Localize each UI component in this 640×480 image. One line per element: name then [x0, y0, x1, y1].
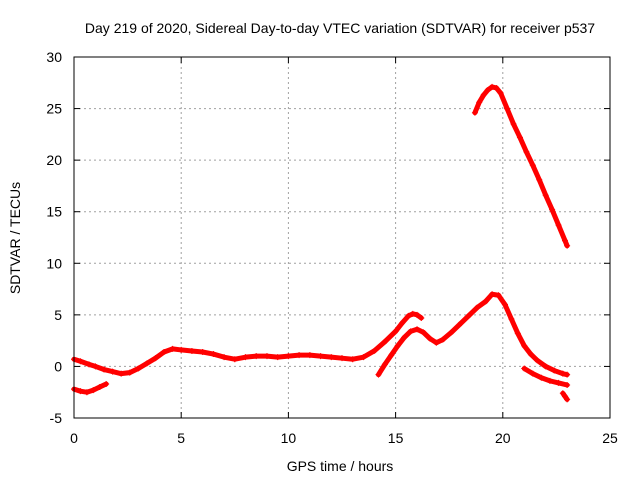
chart-title: Day 219 of 2020, Sidereal Day-to-day VTE…	[85, 20, 595, 36]
data-point-band	[556, 222, 568, 244]
data-point-band	[508, 316, 521, 336]
series-track-d	[521, 365, 571, 388]
x-tick-label: 5	[177, 430, 185, 446]
y-tick-label: 20	[46, 152, 62, 168]
x-tick-label: 10	[281, 430, 297, 446]
data-point-band	[517, 134, 529, 155]
x-tick-label: 15	[388, 430, 404, 446]
y-tick-label: -5	[50, 410, 63, 426]
data-point-band	[502, 302, 514, 322]
data-point-band	[536, 177, 549, 198]
data-point-band	[498, 90, 510, 112]
y-tick-label: 10	[46, 255, 62, 271]
data-point-band	[543, 192, 555, 213]
tick-labels: 0 5 10 15 20 25 -5 0 5 10 15 20 25 30	[46, 49, 618, 446]
series-track-c	[71, 380, 110, 396]
data-point	[418, 314, 425, 321]
y-tick-label: 15	[46, 204, 62, 220]
data-point	[564, 381, 571, 388]
data-point	[103, 380, 110, 387]
series-track-f	[471, 83, 571, 249]
data-point-band	[97, 381, 109, 390]
data-points	[71, 83, 571, 403]
series-track-b	[375, 291, 571, 378]
data-point	[564, 371, 571, 378]
grid	[74, 57, 610, 418]
data-point	[564, 242, 571, 249]
y-axis-label: SDTVAR / TECUs	[7, 182, 23, 294]
data-point-band	[414, 312, 424, 321]
x-tick-label: 25	[602, 430, 618, 446]
x-tick-label: 20	[495, 430, 511, 446]
series-track-e	[559, 390, 571, 403]
x-axis-label: GPS time / hours	[287, 458, 394, 474]
y-tick-label: 30	[46, 49, 62, 65]
y-tick-label: 25	[46, 101, 62, 117]
series-track-a	[71, 310, 425, 377]
data-point-band	[549, 207, 562, 228]
y-tick-label: 5	[54, 307, 62, 323]
data-point	[564, 396, 571, 403]
axis-ticks	[73, 56, 611, 419]
y-tick-label: 0	[54, 358, 62, 374]
data-point-band	[530, 162, 542, 183]
x-tick-label: 0	[70, 430, 78, 446]
plot-border	[73, 56, 611, 419]
data-point-band	[504, 106, 517, 127]
